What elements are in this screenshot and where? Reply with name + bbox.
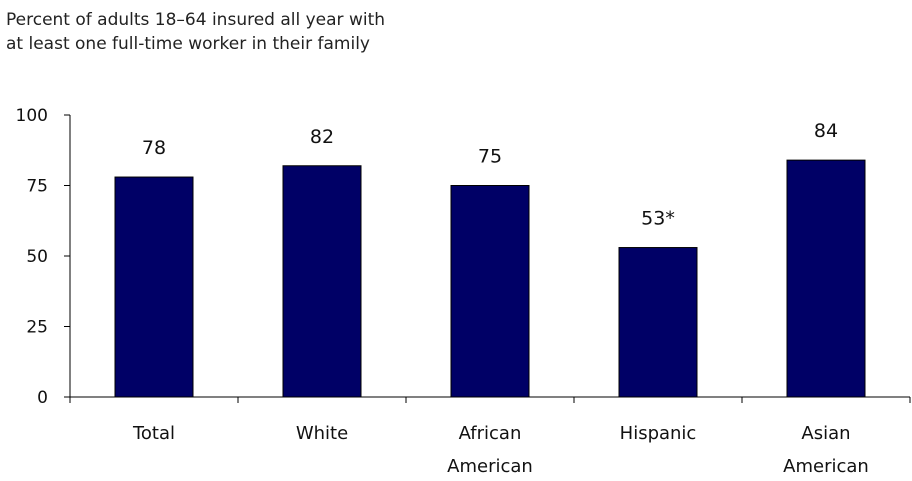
- category-label-1-0: White: [296, 423, 348, 444]
- category-label-4-0: Asian: [801, 423, 850, 444]
- chart-title: Percent of adults 18–64 insured all year…: [6, 8, 385, 56]
- y-tick-label: 50: [26, 247, 48, 267]
- category-label-2-1: American: [447, 456, 533, 477]
- bar-1: [282, 165, 362, 398]
- data-label-1: 82: [310, 126, 334, 148]
- bar-3: [618, 247, 698, 398]
- data-label-4: 84: [814, 120, 838, 142]
- category-label-3-0: Hispanic: [620, 423, 697, 444]
- y-tick-label: 75: [26, 177, 48, 197]
- data-label-0: 78: [142, 137, 166, 159]
- bar-4: [786, 159, 866, 398]
- y-tick-label: 0: [37, 388, 48, 408]
- data-label-3: 53*: [641, 208, 675, 230]
- y-tick-label: 25: [26, 318, 48, 338]
- category-label-0-0: Total: [132, 423, 175, 444]
- y-tick-label: 100: [16, 106, 48, 126]
- category-label-4-1: American: [783, 456, 869, 477]
- category-label-2-0: African: [459, 423, 522, 444]
- chart-title-line-1: Percent of adults 18–64 insured all year…: [6, 10, 386, 30]
- bar-2: [450, 185, 530, 398]
- data-label-2: 75: [478, 146, 502, 168]
- bar-0: [114, 176, 194, 398]
- chart-title-line-2: at least one full-time worker in their f…: [6, 34, 370, 54]
